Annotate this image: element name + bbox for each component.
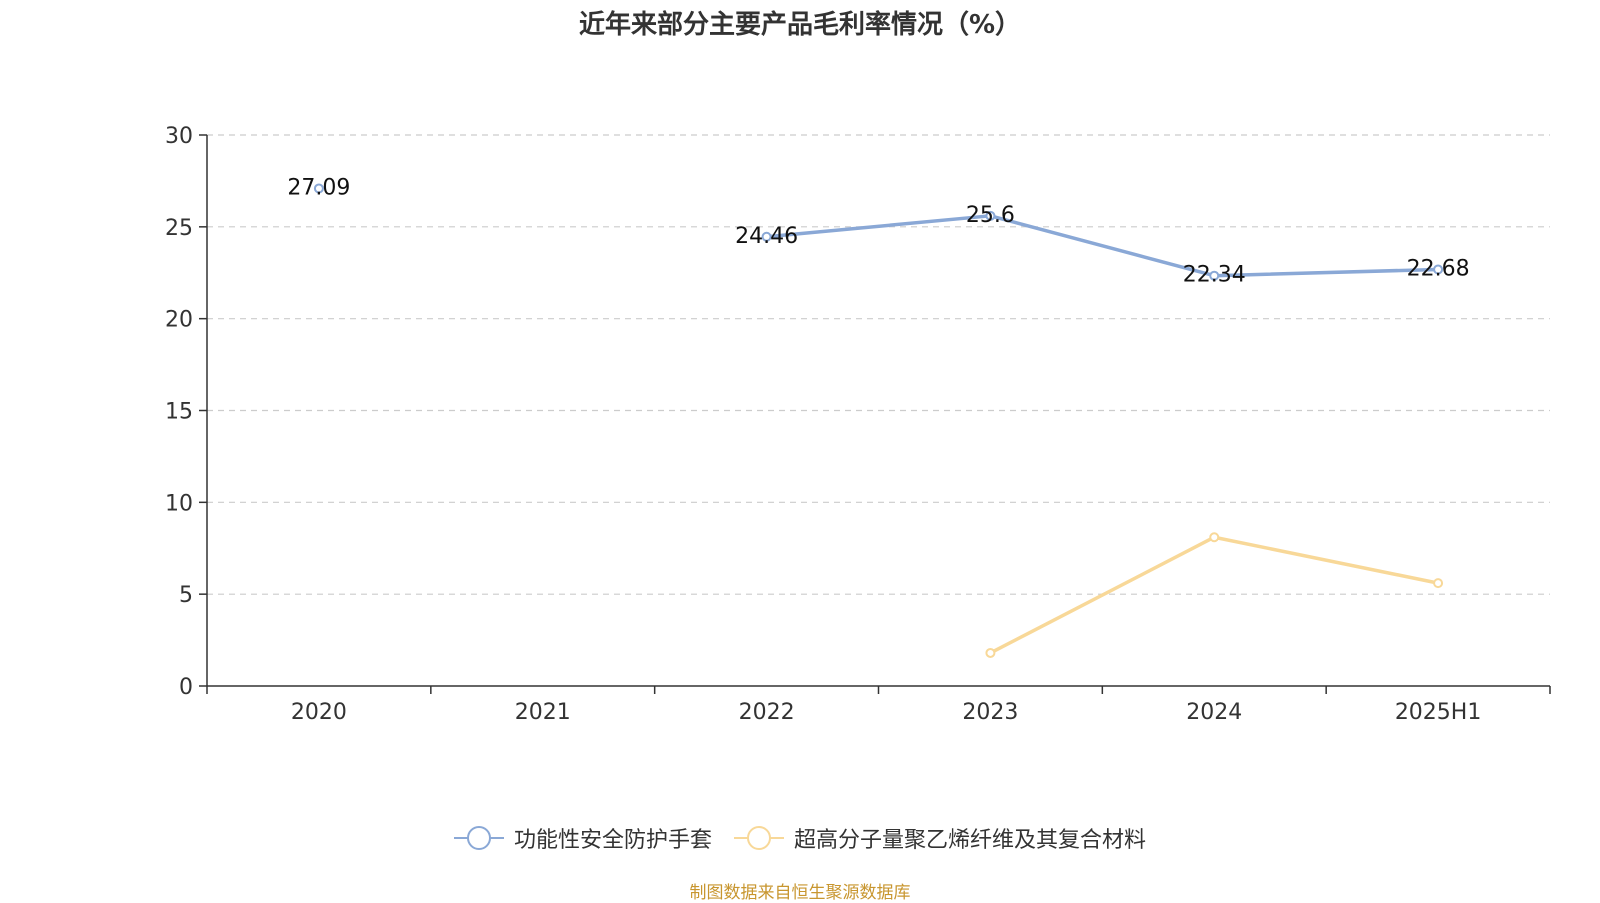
- legend-marker-icon: [734, 826, 784, 850]
- chart-title: 近年来部分主要产品毛利率情况（%）: [578, 10, 1022, 40]
- line-chart: 0 5 10 15 20 25 30 2020 2021 2022 2023 2024 2025H1 2…: [165, 124, 1551, 725]
- legend-item-series-2[interactable]: 超高分子量聚乙烯纤维及其复合材料: [734, 822, 1146, 854]
- legend-label: 功能性安全防护手套: [513, 828, 712, 853]
- axes: 0 5 10 15 20 25 30 2020 2021 2022 2023 2024 2025H1: [165, 124, 1551, 725]
- legend: 功能性安全防护手套 超高分子量聚乙烯纤维及其复合材料: [0, 822, 1600, 854]
- y-tick-label: 0: [179, 675, 193, 700]
- x-tick-label: 2024: [1186, 700, 1242, 725]
- series: [313, 183, 1444, 658]
- data-label: 22.68: [1407, 256, 1470, 281]
- data-point: [1433, 578, 1444, 589]
- data-point: [761, 231, 772, 242]
- x-tick-label: 2022: [739, 700, 795, 725]
- data-point: [313, 183, 324, 194]
- data-label: 24.46: [735, 224, 798, 249]
- y-tick-label: 5: [179, 583, 193, 608]
- y-tick-label: 30: [165, 124, 193, 149]
- data-label: 22.34: [1183, 263, 1246, 288]
- series-line: [764, 214, 1440, 278]
- y-tick-label: 15: [165, 400, 193, 425]
- data-point: [1209, 532, 1220, 543]
- legend-label: 超高分子量聚乙烯纤维及其复合材料: [794, 828, 1147, 853]
- data-point: [1433, 264, 1444, 275]
- series-2: [985, 532, 1444, 658]
- series-1: [313, 183, 1444, 281]
- y-tick-label: 25: [165, 216, 193, 241]
- data-label: 27.09: [287, 175, 350, 200]
- data-point: [985, 210, 996, 221]
- source-note: 制图数据来自恒生聚源数据库: [689, 883, 911, 903]
- data-label: 25.6: [966, 203, 1015, 228]
- legend-item-series-1[interactable]: 功能性安全防护手套: [453, 822, 712, 854]
- x-tick-label: 2023: [962, 700, 1018, 725]
- data-labels: 27.09 24.46 25.6 22.34 22.68: [287, 175, 1469, 287]
- x-tick-label: 2025H1: [1395, 700, 1482, 725]
- grid-lines: [207, 134, 1550, 595]
- x-tick-label: 2020: [291, 700, 347, 725]
- y-tick-label: 20: [165, 308, 193, 333]
- series-line: [988, 535, 1440, 655]
- x-tick-label: 2021: [515, 700, 571, 725]
- data-point: [1209, 270, 1220, 281]
- data-point: [985, 647, 996, 658]
- legend-marker-icon: [453, 826, 504, 850]
- y-tick-label: 10: [165, 491, 193, 516]
